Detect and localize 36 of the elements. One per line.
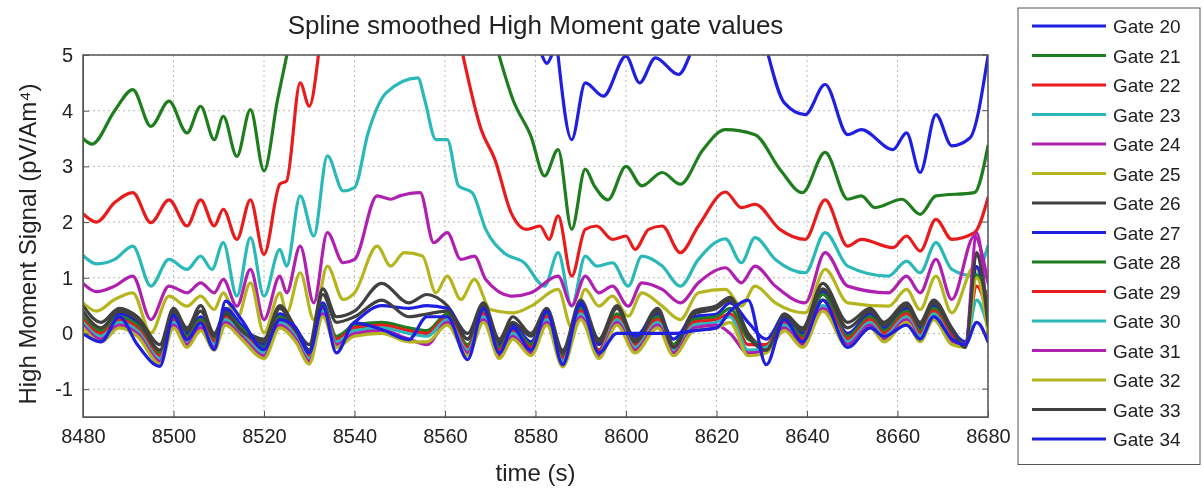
y-tick-label: 4 — [61, 99, 73, 122]
legend-label: Gate 29 — [1113, 281, 1181, 303]
x-tick-label: 8600 — [604, 425, 649, 448]
y-tick-label: 0 — [61, 322, 73, 345]
legend-label: Gate 27 — [1113, 222, 1181, 244]
x-tick-label: 8500 — [151, 425, 197, 448]
x-tick-label: 8560 — [423, 425, 468, 448]
x-tick-label: 8540 — [332, 425, 378, 448]
legend-label: Gate 21 — [1113, 45, 1181, 67]
legend-label: Gate 33 — [1113, 399, 1181, 421]
legend-label: Gate 31 — [1113, 340, 1181, 362]
legend-label: Gate 23 — [1113, 104, 1181, 126]
legend-label: Gate 24 — [1113, 134, 1182, 155]
legend-label: Gate 22 — [1113, 75, 1181, 96]
legend-label: Gate 26 — [1113, 193, 1181, 214]
legend-label: Gate 30 — [1113, 311, 1181, 332]
y-tick-label: 3 — [61, 155, 73, 178]
x-axis-title: time (s) — [495, 459, 576, 486]
legend-label: Gate 34 — [1113, 429, 1182, 450]
y-tick-label: -1 — [55, 378, 73, 401]
x-tick-label: 8520 — [242, 425, 287, 448]
legend-label: Gate 28 — [1113, 252, 1181, 273]
x-tick-label: 8620 — [694, 425, 740, 448]
y-tick-label: 1 — [61, 266, 73, 289]
legend-label: Gate 20 — [1113, 16, 1181, 37]
y-tick-label: 2 — [61, 210, 73, 233]
y-axis-title: High Moment Signal (pV/Am⁴) — [14, 83, 41, 405]
x-tick-label: 8680 — [966, 425, 1011, 448]
x-tick-label: 8580 — [513, 425, 559, 448]
x-tick-label: 8660 — [875, 425, 921, 448]
x-tick-label: 8640 — [785, 425, 830, 448]
y-tick-label: 5 — [61, 43, 73, 66]
x-tick-label: 8480 — [61, 425, 106, 448]
legend-label: Gate 32 — [1113, 370, 1181, 391]
chart-title: Spline smoothed High Moment gate values — [287, 10, 784, 40]
legend-label: Gate 25 — [1113, 163, 1181, 185]
